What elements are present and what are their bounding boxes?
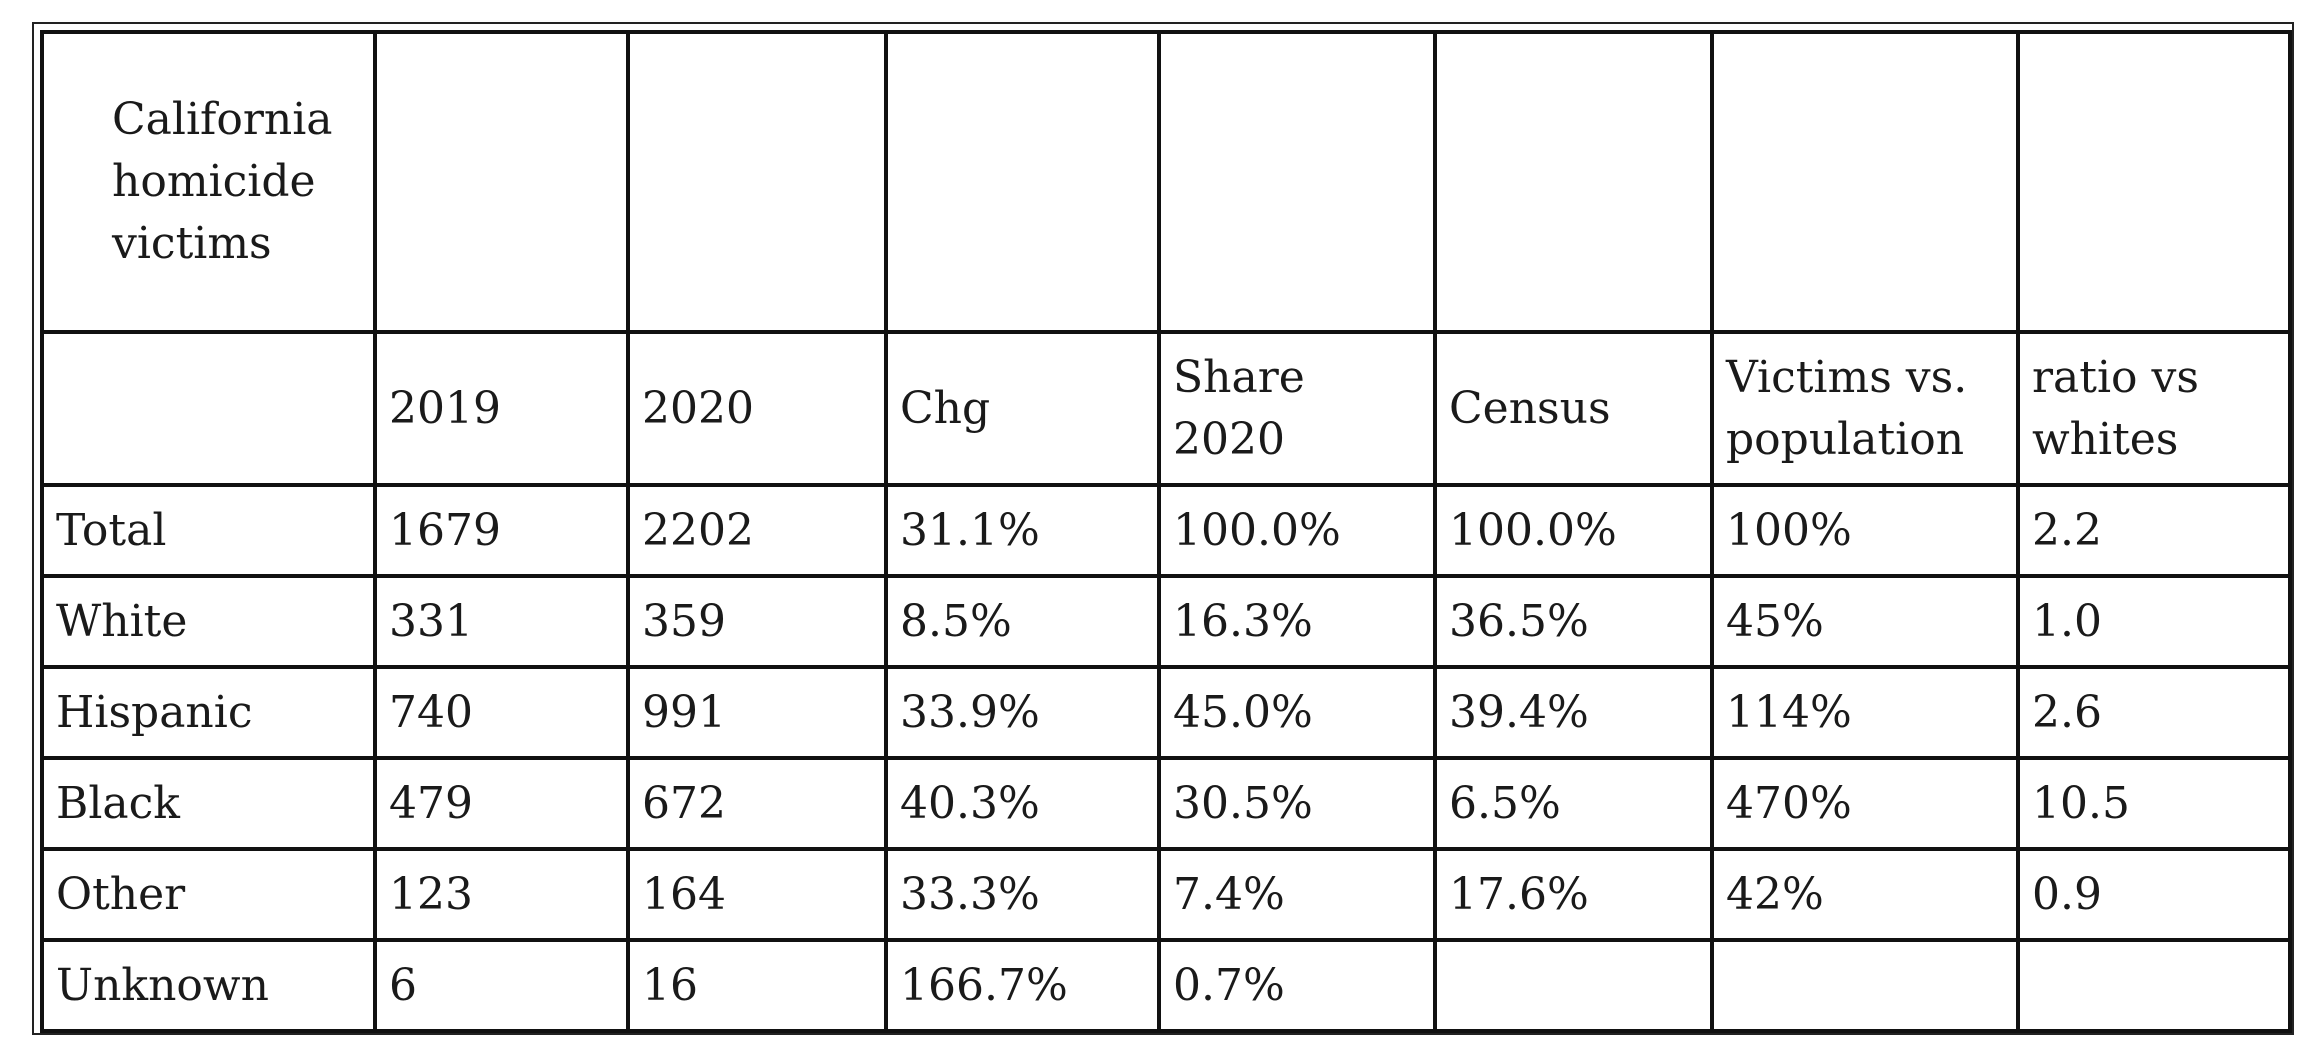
cell-chg: 33.9%	[884, 665, 1161, 760]
cell-victims-vs-population: 42%	[1710, 847, 2020, 942]
header-cell-label	[40, 330, 377, 487]
cell-share-2020: 30.5%	[1157, 756, 1437, 851]
table-row: White 331 359 8.5% 16.3% 36.5% 45% 1.0	[40, 574, 2292, 669]
row-label: White	[40, 574, 377, 669]
cell-2019: 123	[373, 847, 630, 942]
empty-cell	[373, 30, 630, 334]
cell-2020: 359	[626, 574, 888, 669]
cell-share-2020: 16.3%	[1157, 574, 1437, 669]
cell-2020: 16	[626, 938, 888, 1033]
header-cell-share-2020: Share 2020	[1157, 330, 1437, 487]
cell-ratio-vs-whites: 1.0	[2016, 574, 2292, 669]
row-label: Hispanic	[40, 665, 377, 760]
cell-census: 17.6%	[1433, 847, 1714, 942]
title-row: California homicide victims	[40, 30, 2292, 334]
cell-2020: 672	[626, 756, 888, 851]
cell-2020: 2202	[626, 483, 888, 578]
cell-2019: 1679	[373, 483, 630, 578]
empty-cell	[1433, 30, 1714, 334]
header-cell-victims-vs-population: Victims vs. population	[1710, 330, 2020, 487]
header-cell-2020: 2020	[626, 330, 888, 487]
cell-victims-vs-population: 100%	[1710, 483, 2020, 578]
table-frame: California homicide victims 2019 2020 Ch…	[32, 22, 2294, 1035]
header-row: 2019 2020 Chg Share 2020 Census Victims …	[40, 330, 2292, 487]
table-row: Black 479 672 40.3% 30.5% 6.5% 470% 10.5	[40, 756, 2292, 851]
header-cell-chg: Chg	[884, 330, 1161, 487]
cell-census: 36.5%	[1433, 574, 1714, 669]
cell-victims-vs-population: 470%	[1710, 756, 2020, 851]
table-caption-cell: California homicide victims	[40, 30, 377, 334]
cell-chg: 31.1%	[884, 483, 1161, 578]
cell-victims-vs-population: 114%	[1710, 665, 2020, 760]
cell-ratio-vs-whites: 10.5	[2016, 756, 2292, 851]
empty-cell	[2016, 30, 2292, 334]
cell-chg: 166.7%	[884, 938, 1161, 1033]
cell-share-2020: 100.0%	[1157, 483, 1437, 578]
cell-chg: 8.5%	[884, 574, 1161, 669]
cell-ratio-vs-whites: 2.6	[2016, 665, 2292, 760]
empty-cell	[626, 30, 888, 334]
cell-census: 6.5%	[1433, 756, 1714, 851]
empty-cell	[884, 30, 1161, 334]
cell-2019: 331	[373, 574, 630, 669]
row-label: Other	[40, 847, 377, 942]
table-caption: California homicide victims	[112, 94, 333, 269]
table-row: Hispanic 740 991 33.9% 45.0% 39.4% 114% …	[40, 665, 2292, 760]
cell-victims-vs-population	[1710, 938, 2020, 1033]
cell-ratio-vs-whites	[2016, 938, 2292, 1033]
header-cell-census: Census	[1433, 330, 1714, 487]
row-label: Unknown	[40, 938, 377, 1033]
header-cell-2019: 2019	[373, 330, 630, 487]
cell-2020: 164	[626, 847, 888, 942]
cell-census: 39.4%	[1433, 665, 1714, 760]
cell-victims-vs-population: 45%	[1710, 574, 2020, 669]
cell-ratio-vs-whites: 2.2	[2016, 483, 2292, 578]
row-label: Black	[40, 756, 377, 851]
cell-ratio-vs-whites: 0.9	[2016, 847, 2292, 942]
cell-share-2020: 0.7%	[1157, 938, 1437, 1033]
table-row: Unknown 6 16 166.7% 0.7%	[40, 938, 2292, 1033]
cell-2020: 991	[626, 665, 888, 760]
empty-cell	[1710, 30, 2020, 334]
table-row: Other 123 164 33.3% 7.4% 17.6% 42% 0.9	[40, 847, 2292, 942]
cell-share-2020: 7.4%	[1157, 847, 1437, 942]
cell-2019: 740	[373, 665, 630, 760]
header-cell-ratio-vs-whites: ratio vs whites	[2016, 330, 2292, 487]
cell-2019: 479	[373, 756, 630, 851]
homicide-table: California homicide victims 2019 2020 Ch…	[40, 30, 2292, 1033]
cell-2019: 6	[373, 938, 630, 1033]
row-label: Total	[40, 483, 377, 578]
cell-chg: 40.3%	[884, 756, 1161, 851]
cell-census: 100.0%	[1433, 483, 1714, 578]
cell-chg: 33.3%	[884, 847, 1161, 942]
empty-cell	[1157, 30, 1437, 334]
cell-share-2020: 45.0%	[1157, 665, 1437, 760]
cell-census	[1433, 938, 1714, 1033]
table-row: Total 1679 2202 31.1% 100.0% 100.0% 100%…	[40, 483, 2292, 578]
